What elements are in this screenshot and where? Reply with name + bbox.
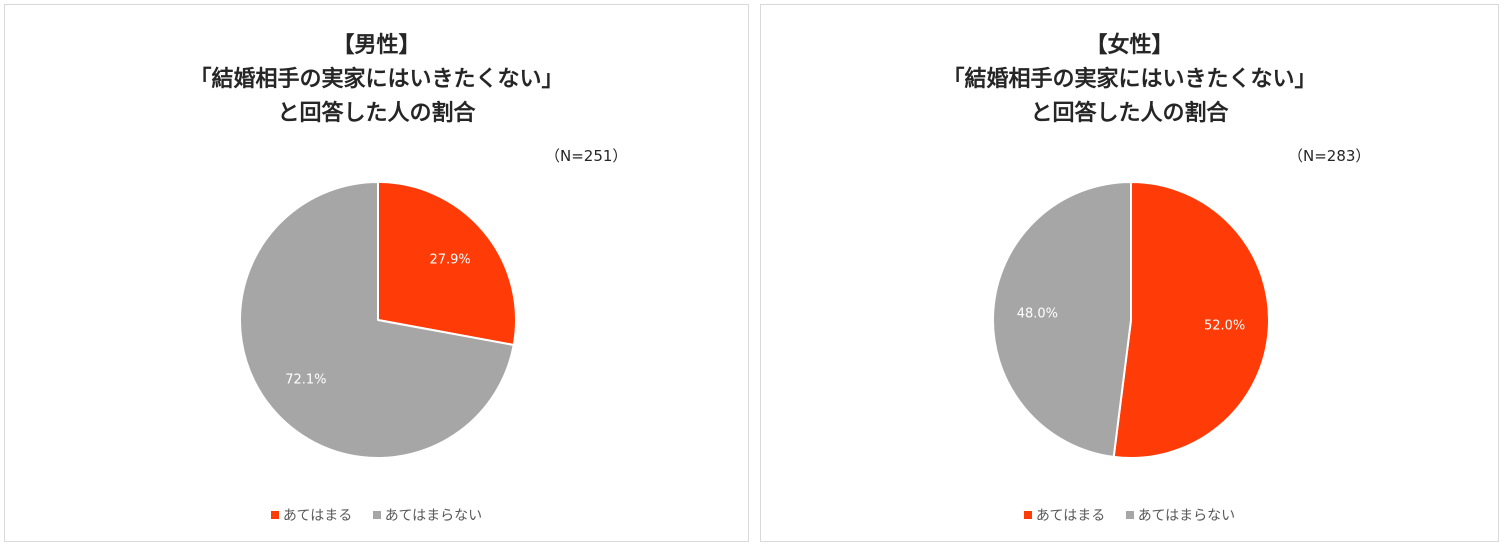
female-title-line-1: 【女性】 xyxy=(1085,33,1174,58)
female-pie-chart: 52.0% 48.0% xyxy=(992,181,1270,459)
female-title-line-2: 「結婚相手の実家にはいきたくない」 xyxy=(942,67,1317,92)
male-pie-label-yes: 27.9% xyxy=(429,252,470,267)
male-title-line-3: と回答した人の割合 xyxy=(277,101,476,126)
female-sample-size: （N=283） xyxy=(1288,147,1371,165)
male-legend-swatch-no xyxy=(372,511,381,519)
female-pie-label-yes: 52.0% xyxy=(1204,318,1245,333)
male-chart-title: 【男性】 「結婚相手の実家にはいきたくない」 と回答した人の割合 xyxy=(5,29,748,131)
female-pie-slice-no xyxy=(992,181,1132,458)
male-title-line-1: 【男性】 xyxy=(332,33,421,58)
male-legend-label-yes: あてはまる xyxy=(282,508,353,524)
female-legend-swatch-yes xyxy=(1023,511,1032,519)
male-legend: あてはまる あてはまらない xyxy=(5,505,748,525)
female-legend: あてはまる あてはまらない xyxy=(761,505,1498,525)
male-pie-label-no: 72.1% xyxy=(285,373,326,388)
female-legend-item-no: あてはまらない xyxy=(1125,505,1236,525)
female-pie-slice-yes xyxy=(1112,181,1270,459)
female-chart-title: 【女性】 「結婚相手の実家にはいきたくない」 と回答した人の割合 xyxy=(761,29,1498,131)
female-chart-panel: 【女性】 「結婚相手の実家にはいきたくない」 と回答した人の割合 （N=283）… xyxy=(760,4,1499,542)
male-pie-chart: 27.9% 72.1% xyxy=(239,181,517,459)
female-legend-label-yes: あてはまる xyxy=(1035,508,1106,524)
male-sample-size: （N=251） xyxy=(545,147,628,165)
male-legend-item-yes: あてはまる xyxy=(270,505,353,525)
male-legend-label-no: あてはまらない xyxy=(384,508,483,524)
female-legend-item-yes: あてはまる xyxy=(1023,505,1106,525)
female-title-line-3: と回答した人の割合 xyxy=(1030,101,1229,126)
female-pie-label-no: 48.0% xyxy=(1017,307,1058,322)
female-legend-swatch-no xyxy=(1125,511,1134,519)
male-legend-swatch-yes xyxy=(270,511,279,519)
male-legend-item-no: あてはまらない xyxy=(372,505,483,525)
male-pie-slice-no xyxy=(239,181,515,459)
male-chart-panel: 【男性】 「結婚相手の実家にはいきたくない」 と回答した人の割合 （N=251）… xyxy=(4,4,749,542)
male-title-line-2: 「結婚相手の実家にはいきたくない」 xyxy=(189,67,564,92)
male-pie-slice-yes xyxy=(377,181,517,347)
female-legend-label-no: あてはまらない xyxy=(1137,508,1236,524)
